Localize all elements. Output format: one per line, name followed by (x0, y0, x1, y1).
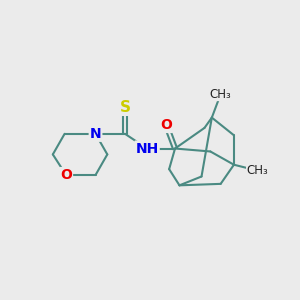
Text: O: O (60, 168, 72, 182)
Text: CH₃: CH₃ (210, 88, 232, 100)
Text: N: N (90, 127, 101, 141)
Text: O: O (160, 118, 172, 132)
Text: CH₃: CH₃ (247, 164, 268, 177)
Text: S: S (119, 100, 130, 115)
Text: NH: NH (135, 142, 159, 155)
